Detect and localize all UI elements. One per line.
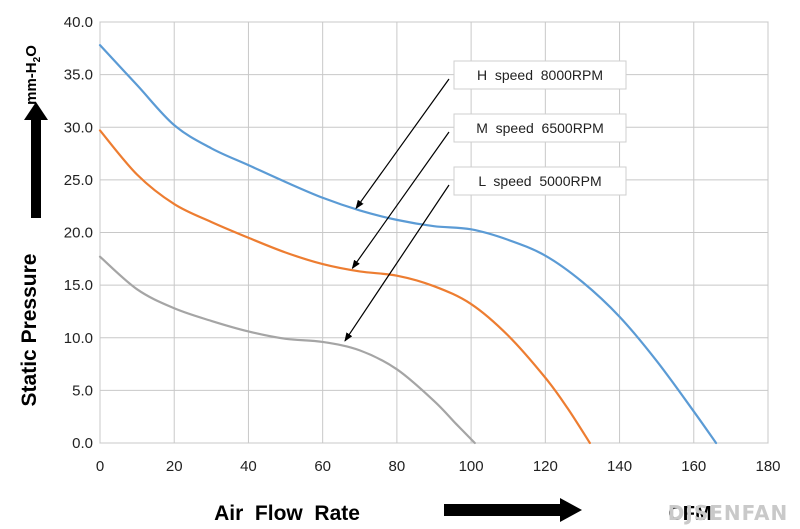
annotation-box-h-speed [453,60,627,90]
x-tick-label: 60 [314,458,331,475]
x-axis-unit: CFM [668,503,711,525]
y-axis-direction-arrow-shaft [31,118,41,218]
x-tick-label: 40 [240,458,257,475]
annotation-arrow-m-speed [351,131,450,270]
y-tick-label: 30.0 [64,119,93,136]
y-tick-label: 25.0 [64,172,93,189]
x-axis-direction-arrow-head [560,498,582,522]
y-tick-label: 5.0 [72,382,93,399]
x-tick-label: 100 [459,458,484,475]
watermark-logo: DJSENFAN [668,501,788,525]
y-axis-direction-arrow-head [24,102,48,120]
x-tick-label: 20 [166,458,183,475]
y-axis-title: Static Pressure [18,254,41,407]
series-line-m-speed [98,129,591,445]
annotation-arrow-h-speed [355,78,450,210]
x-tick-label: 160 [681,458,706,475]
y-tick-label: 40.0 [64,14,93,31]
grid [99,21,769,444]
tick-labels: 0 20 40 60 80 100 120 140 160 180 0.0 5.0 10.0 15.0 20… [64,14,781,475]
y-tick-label: 35.0 [64,67,93,84]
annotation-box-m-speed [453,113,627,143]
x-tick-label: 140 [607,458,632,475]
annotation-label-l-speed: L speed 5000RPM [478,173,601,189]
x-tick-label: 80 [389,458,406,475]
x-axis-direction-arrow-shaft [444,504,562,516]
series-line-l-speed [98,255,476,445]
annotation-arrow-l-speed [344,184,450,342]
y-tick-label: 0.0 [72,435,93,452]
y-tick-label: 20.0 [64,225,93,242]
x-tick-label: 120 [533,458,558,475]
annotation-label-m-speed: M speed 6500RPM [476,120,604,136]
annotation-label-h-speed: H speed 8000RPM [477,67,603,83]
axis-titles: Static Pressure mm-H2O Air Flow Rate CFM… [18,45,788,525]
annotations: H speed 8000RPM M speed 6500RPM L speed 50… [344,60,627,342]
x-tick-label: 0 [96,458,104,475]
series-line-h-speed [98,44,718,445]
y-tick-label: 15.0 [64,277,93,294]
annotation-box-l-speed [453,166,627,196]
y-axis-unit: mm-H2O [23,45,43,105]
x-axis-title: Air Flow Rate [214,502,360,525]
x-tick-label: 180 [755,458,780,475]
series-lines [98,44,718,445]
y-tick-label: 10.0 [64,330,93,347]
